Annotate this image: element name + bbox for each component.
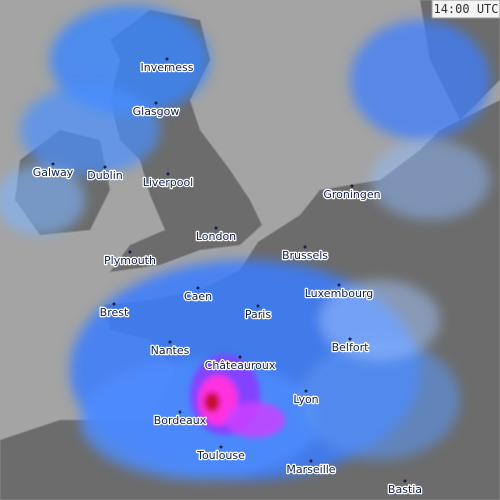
city-label: Luxembourg [305,287,374,300]
city-dot [214,226,218,230]
city-dot [128,250,132,254]
city-dot [51,162,55,166]
city-label: Nantes [151,344,190,357]
city-label: London [196,230,236,243]
heavy-precipitation [190,355,285,438]
city-label: Bastia [388,483,422,496]
city-label: Dublin [87,169,123,182]
city-label: Belfort [332,341,369,354]
city-dot [154,101,158,105]
time-label: 14:00 UTC [433,2,498,16]
city-label: Plymouth [104,254,156,267]
city-label: Lyon [293,393,318,406]
city-label: Marseille [286,463,335,476]
city-dot [166,172,170,176]
time-box [431,0,500,19]
city-label: Groningen [323,188,380,201]
city-label: Paris [245,308,271,321]
city-label: Glasgow [133,105,180,118]
city-dot [178,410,182,414]
city-dot [238,355,242,359]
city-label: Galway [33,166,74,179]
city-layer: Inverness Glasgow Galway Dublin Liverpool Lon… [31,57,423,497]
city-dot [304,389,308,393]
city-dot [337,283,341,287]
city-dot [350,184,354,188]
city-dot [403,479,407,483]
city-dot [165,57,169,61]
city-label: Bordeaux [154,414,207,427]
city-dot [256,304,260,308]
city-dot [219,445,223,449]
city-dot [103,165,107,169]
city-label: Toulouse [196,449,245,462]
city-label: Inverness [140,61,193,74]
city-dot [168,340,172,344]
city-dot [348,337,352,341]
city-label: Brussels [282,249,328,262]
city-label: Brest [100,306,129,319]
city-label: Liverpool [143,176,193,189]
city-dot [303,245,307,249]
city-dot [112,302,116,306]
city-dot [309,459,313,463]
city-label: Caen [184,290,212,303]
city-label: Châteauroux [205,359,276,372]
city-dot [196,286,200,290]
